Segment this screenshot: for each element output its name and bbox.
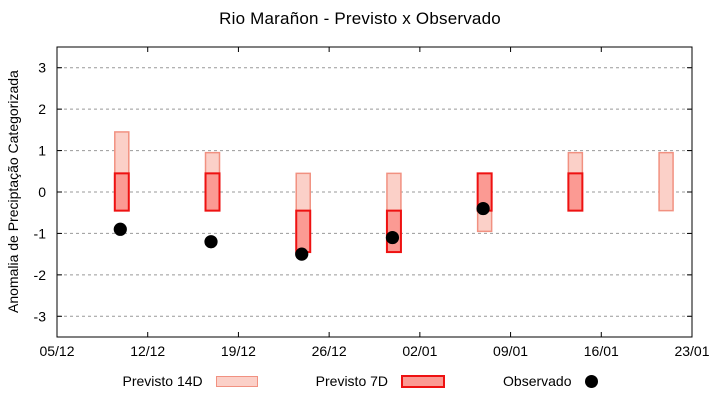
chart-title: Rio Marañon - Previsto x Observado bbox=[219, 9, 501, 28]
y-tick-label: 2 bbox=[38, 101, 46, 117]
y-tick-label: 1 bbox=[38, 143, 46, 159]
previsto-7d-bar bbox=[113, 172, 130, 212]
previsto-7d-bar bbox=[204, 172, 221, 212]
previsto-14d-bar bbox=[114, 131, 130, 175]
plot-area: 3 2 1 0 -1 -2 -3 05/12 12/12 19/12 26/12 02/01 09/01… bbox=[34, 46, 710, 359]
x-tick-label: 26/12 bbox=[312, 343, 347, 359]
x-tick-label: 09/01 bbox=[493, 343, 528, 359]
observado-swatch bbox=[584, 374, 598, 388]
plot-border bbox=[56, 46, 693, 338]
observado-point bbox=[204, 235, 218, 249]
legend-item-previsto-7d: Previsto 7D bbox=[315, 373, 446, 389]
observado-point bbox=[385, 230, 400, 245]
legend-label-previsto-14d: Previsto 14D bbox=[122, 373, 203, 389]
previsto-7d-bar bbox=[295, 209, 312, 254]
x-tick-label: 16/01 bbox=[584, 343, 619, 359]
y-tick-label: -3 bbox=[34, 308, 47, 324]
y-tick-label: -1 bbox=[34, 225, 47, 241]
x-tick-label: 02/01 bbox=[402, 343, 437, 359]
previsto-7d-bar bbox=[567, 172, 584, 212]
legend-label-previsto-7d: Previsto 7D bbox=[315, 373, 389, 389]
x-tick-label: 12/12 bbox=[130, 343, 165, 359]
y-tick-label: 3 bbox=[38, 60, 46, 76]
legend-label-observado: Observado bbox=[503, 373, 572, 389]
legend: Previsto 14D Previsto 7D Observado bbox=[0, 373, 720, 389]
y-tick-label: 0 bbox=[38, 184, 46, 200]
previsto-7d-swatch bbox=[401, 374, 446, 388]
x-tick-label: 19/12 bbox=[221, 343, 256, 359]
x-tick-label: 23/01 bbox=[674, 343, 709, 359]
x-tick-label: 05/12 bbox=[39, 343, 74, 359]
legend-item-observado: Observado bbox=[503, 373, 598, 389]
legend-item-previsto-14d: Previsto 14D bbox=[123, 373, 258, 389]
previsto-14d-bar bbox=[204, 151, 221, 175]
observado-point bbox=[476, 201, 490, 216]
observado-point bbox=[295, 247, 309, 261]
previsto-14d-bar bbox=[386, 172, 402, 212]
observado-point bbox=[113, 222, 127, 236]
previsto-14d-bar bbox=[658, 151, 674, 212]
y-tick-label: -2 bbox=[34, 267, 47, 283]
previsto-14d-bar bbox=[567, 151, 584, 175]
previsto-14d-swatch bbox=[215, 375, 258, 387]
previsto-14d-bar bbox=[295, 172, 311, 212]
